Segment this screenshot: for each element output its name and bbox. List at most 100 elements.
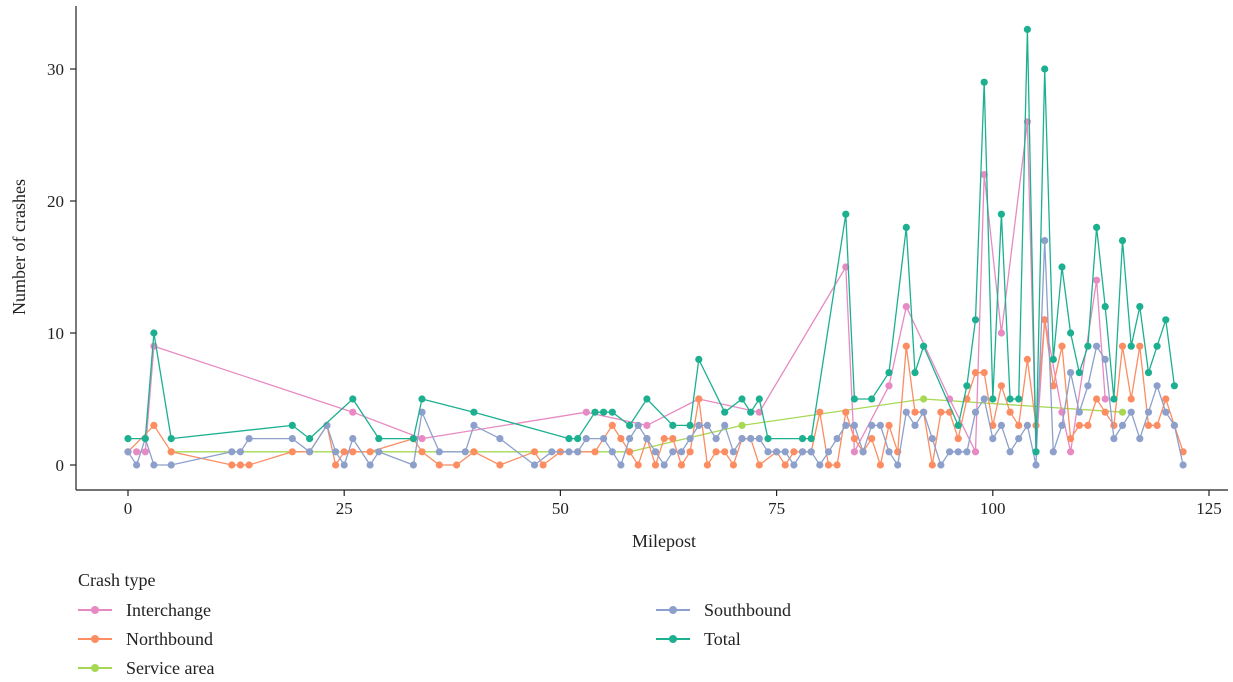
data-point-northbound (937, 408, 945, 416)
data-point-northbound (470, 448, 478, 456)
data-point-total (885, 369, 893, 377)
x-tick-label: 0 (124, 499, 133, 518)
data-point-northbound (288, 448, 296, 456)
data-point-total (1101, 303, 1109, 311)
x-tick-label: 125 (1196, 499, 1222, 518)
data-point-total (1153, 342, 1161, 350)
data-point-total (971, 316, 980, 324)
data-point-total (868, 395, 876, 403)
data-point-northbound (1049, 382, 1057, 390)
legend-swatch-interchange (78, 603, 112, 617)
data-point-total (686, 421, 694, 429)
data-point-northbound (1058, 342, 1066, 350)
data-point-southbound (1049, 448, 1057, 456)
data-point-total (798, 435, 807, 443)
data-point-northbound (1127, 395, 1135, 403)
data-point-southbound (150, 461, 158, 469)
data-point-interchange (1101, 395, 1109, 403)
data-point-southbound (366, 461, 374, 469)
series-total (124, 25, 1178, 456)
data-point-northbound (1084, 421, 1092, 429)
data-point-northbound (660, 435, 668, 443)
data-point-southbound (582, 435, 590, 443)
data-point-northbound (418, 448, 426, 456)
legend-swatch-southbound (656, 603, 690, 617)
data-point-northbound (781, 461, 789, 469)
data-point-southbound (306, 448, 314, 456)
data-point-southbound (686, 435, 694, 443)
data-point-northbound (1101, 408, 1109, 416)
y-tick-label: 10 (47, 324, 64, 343)
data-point-southbound (954, 448, 962, 456)
x-tick-label: 50 (552, 499, 569, 518)
data-point-interchange (850, 448, 859, 456)
data-point-southbound (764, 448, 772, 456)
data-point-southbound (634, 421, 642, 429)
data-point-northbound (703, 461, 712, 469)
data-point-northbound (677, 461, 686, 469)
data-point-northbound (539, 461, 547, 469)
data-point-total (565, 435, 573, 443)
data-point-southbound (980, 395, 988, 403)
data-point-southbound (833, 435, 841, 443)
data-point-northbound (167, 448, 175, 456)
data-point-total (150, 329, 158, 337)
data-point-southbound (600, 435, 608, 443)
data-point-southbound (738, 435, 746, 443)
data-point-total (1041, 65, 1049, 73)
data-point-northbound (1110, 421, 1118, 429)
data-point-interchange (582, 408, 590, 416)
data-point-total (695, 355, 703, 363)
data-point-northbound (902, 342, 910, 350)
data-point-northbound (911, 408, 919, 416)
data-point-northbound (634, 461, 642, 469)
data-point-northbound (1162, 395, 1170, 403)
data-point-southbound (695, 421, 703, 429)
data-point-southbound (721, 421, 729, 429)
data-point-southbound (937, 461, 945, 469)
data-point-northbound (1015, 421, 1023, 429)
data-point-total (911, 369, 919, 377)
data-point-southbound (340, 461, 348, 469)
data-point-northbound (530, 448, 539, 456)
legend-swatch-total (656, 632, 690, 646)
data-point-northbound (453, 461, 461, 469)
data-point-total (1118, 237, 1127, 245)
data-point-total (963, 382, 971, 390)
data-point-southbound (530, 461, 539, 469)
data-point-southbound (1041, 237, 1049, 245)
data-point-southbound (651, 448, 660, 456)
x-tick-label: 75 (768, 499, 785, 518)
data-point-southbound (885, 448, 893, 456)
y-tick-label: 0 (56, 456, 65, 475)
data-point-southbound (876, 421, 885, 429)
data-point-northbound (150, 421, 158, 429)
series-southbound (124, 237, 1187, 469)
data-point-total (902, 223, 910, 231)
data-point-southbound (894, 461, 902, 469)
data-point-total (850, 395, 859, 403)
data-point-northbound (435, 461, 443, 469)
data-point-total (1093, 223, 1101, 231)
data-point-northbound (496, 461, 504, 469)
series-line-southbound (127, 239, 1184, 466)
data-point-southbound (928, 435, 936, 443)
data-point-interchange (141, 448, 149, 456)
data-point-southbound (608, 448, 616, 456)
data-point-northbound (842, 408, 850, 416)
series-layer (124, 25, 1187, 469)
data-point-northbound (712, 448, 720, 456)
data-point-total (470, 408, 478, 416)
data-point-southbound (574, 448, 582, 456)
data-point-northbound (816, 408, 824, 416)
data-point-southbound (332, 448, 340, 456)
data-point-southbound (470, 421, 478, 429)
data-point-total (349, 395, 357, 403)
data-point-southbound (677, 448, 686, 456)
data-point-southbound (963, 448, 971, 456)
data-point-southbound (1093, 342, 1101, 350)
data-point-service-area (1118, 408, 1127, 416)
data-point-southbound (409, 461, 417, 469)
data-point-southbound (660, 461, 668, 469)
data-point-total (747, 408, 755, 416)
